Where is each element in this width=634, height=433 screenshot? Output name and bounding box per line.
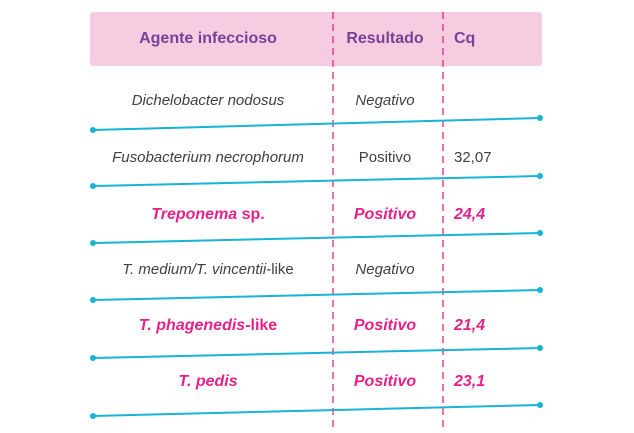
agent-name: T. medium/T. vincentii xyxy=(122,261,267,278)
row-5-result: Positivo xyxy=(353,317,417,334)
column-dividers xyxy=(332,12,444,428)
row-2-cq: 32,07 xyxy=(454,149,492,166)
row-separator-1-start-dot xyxy=(90,127,96,133)
row-3-result: Positivo xyxy=(353,206,417,223)
row-separator-3-end-dot xyxy=(537,230,543,236)
row-1-agent: Dichelobacter nodosus xyxy=(83,93,333,108)
row-separator-3-start-dot xyxy=(90,240,96,246)
row-separator-6-start-dot xyxy=(90,413,96,419)
row-separator-1-end-dot xyxy=(537,115,543,121)
row-2-agent: Fusobacterium necrophorum xyxy=(83,150,333,165)
row-separator-2 xyxy=(92,175,541,187)
row-1-result: Negativo xyxy=(355,92,415,109)
header-agent: Agente infeccioso xyxy=(139,30,277,47)
row-4-result: Negativo xyxy=(355,261,415,278)
table-header xyxy=(90,12,542,66)
agent-suffix: -like xyxy=(245,317,278,334)
row-separator-2-start-dot xyxy=(90,183,96,189)
row-4-agent: T. medium/T. vincentii-like xyxy=(83,262,333,277)
row-6-agent: T. pedis xyxy=(83,374,333,390)
row-5-cq: 21,4 xyxy=(454,317,486,334)
row-separator-2-end-dot xyxy=(537,173,543,179)
row-6-cq: 23,1 xyxy=(454,373,486,390)
row-separator-3 xyxy=(92,232,541,244)
header-cq: Cq xyxy=(454,30,476,47)
row-separator-5 xyxy=(92,347,541,359)
row-separator-4-end-dot xyxy=(537,287,543,293)
agent-name: T. pedis xyxy=(178,373,238,390)
header-result: Resultado xyxy=(346,30,424,47)
agent-name: Dichelobacter nodosus xyxy=(131,92,285,109)
row-separator-4 xyxy=(92,289,541,301)
row-separator-6-end-dot xyxy=(537,402,543,408)
row-2-result: Positivo xyxy=(358,149,412,166)
row-6-result: Positivo xyxy=(353,373,417,390)
agent-name: T. phagenedis xyxy=(138,317,246,334)
row-separator-4-start-dot xyxy=(90,297,96,303)
row-separators xyxy=(90,115,543,419)
row-3-agent: Treponema sp. xyxy=(83,207,333,223)
row-5-agent: T. phagenedis-like xyxy=(83,318,333,334)
agent-name: Treponema xyxy=(151,206,238,223)
row-separator-1 xyxy=(92,117,541,131)
agent-name: Fusobacterium necrophorum xyxy=(112,149,304,166)
row-separator-5-end-dot xyxy=(537,345,543,351)
row-3-cq: 24,4 xyxy=(454,206,486,223)
row-separator-6 xyxy=(92,404,541,417)
agent-suffix: -like xyxy=(266,261,294,278)
agent-suffix: sp. xyxy=(237,206,265,223)
row-separator-5-start-dot xyxy=(90,355,96,361)
